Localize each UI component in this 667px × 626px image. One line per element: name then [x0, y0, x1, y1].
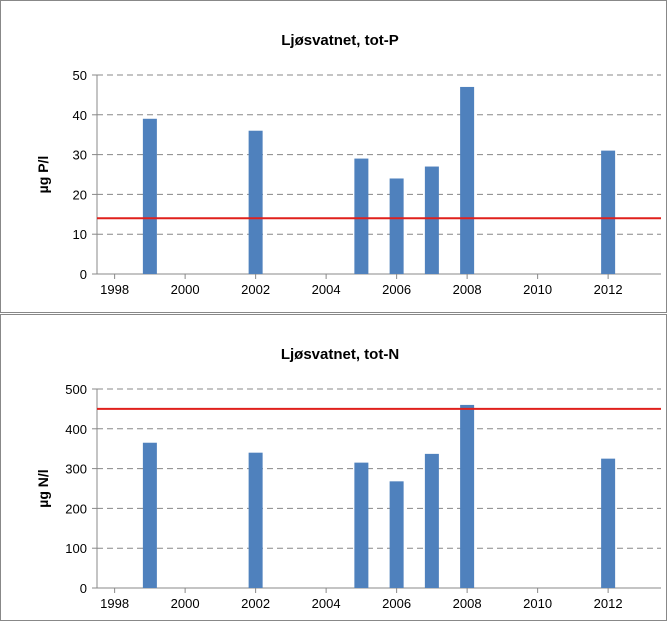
bar — [424, 166, 439, 274]
bar — [142, 118, 157, 274]
x-tick-label: 2010 — [523, 596, 552, 611]
x-tick-label: 2010 — [523, 282, 552, 297]
y-axis-label: µg P/l — [35, 156, 51, 194]
bar — [354, 462, 369, 588]
x-tick-label: 2000 — [171, 596, 200, 611]
y-tick-label: 10 — [73, 227, 87, 242]
y-tick-label: 20 — [73, 187, 87, 202]
x-tick-label: 2000 — [171, 282, 200, 297]
x-tick-label: 2006 — [382, 596, 411, 611]
y-tick-label: 400 — [65, 422, 87, 437]
bar — [389, 481, 404, 588]
y-tick-label: 40 — [73, 108, 87, 123]
bar — [248, 130, 263, 274]
x-tick-label: 2004 — [312, 596, 341, 611]
x-tick-label: 2012 — [594, 596, 623, 611]
y-tick-label: 0 — [80, 267, 87, 282]
x-tick-label: 2006 — [382, 282, 411, 297]
bar — [389, 178, 404, 274]
bar — [354, 158, 369, 274]
x-tick-label: 2002 — [241, 596, 270, 611]
bar — [601, 150, 616, 274]
y-tick-label: 30 — [73, 148, 87, 163]
x-tick-label: 2004 — [312, 282, 341, 297]
y-tick-label: 100 — [65, 541, 87, 556]
x-tick-label: 2008 — [453, 282, 482, 297]
x-tick-label: 2012 — [594, 282, 623, 297]
bar — [460, 86, 475, 274]
panel-border — [0, 0, 667, 313]
x-tick-label: 1998 — [100, 596, 129, 611]
chart-title: Ljøsvatnet, tot-N — [281, 346, 399, 363]
bar — [142, 442, 157, 588]
bar — [248, 452, 263, 588]
y-tick-label: 50 — [73, 68, 87, 83]
x-tick-label: 2008 — [453, 596, 482, 611]
y-tick-label: 300 — [65, 462, 87, 477]
bar — [601, 458, 616, 588]
chart-title: Ljøsvatnet, tot-P — [281, 32, 399, 49]
bar — [460, 404, 475, 588]
chart-panel: Ljøsvatnet, tot-N µg N/l 0 100 200 300 400 500 1… — [0, 314, 667, 621]
y-tick-label: 500 — [65, 382, 87, 397]
bar — [424, 453, 439, 588]
y-tick-label: 0 — [80, 581, 87, 596]
y-axis-label: µg N/l — [35, 469, 51, 507]
x-tick-label: 1998 — [100, 282, 129, 297]
x-tick-label: 2002 — [241, 282, 270, 297]
panel-border — [0, 314, 667, 621]
y-tick-label: 200 — [65, 501, 87, 516]
chart-panel: Ljøsvatnet, tot-P µg P/l 0 10 20 30 40 50 1998 20… — [0, 0, 667, 313]
